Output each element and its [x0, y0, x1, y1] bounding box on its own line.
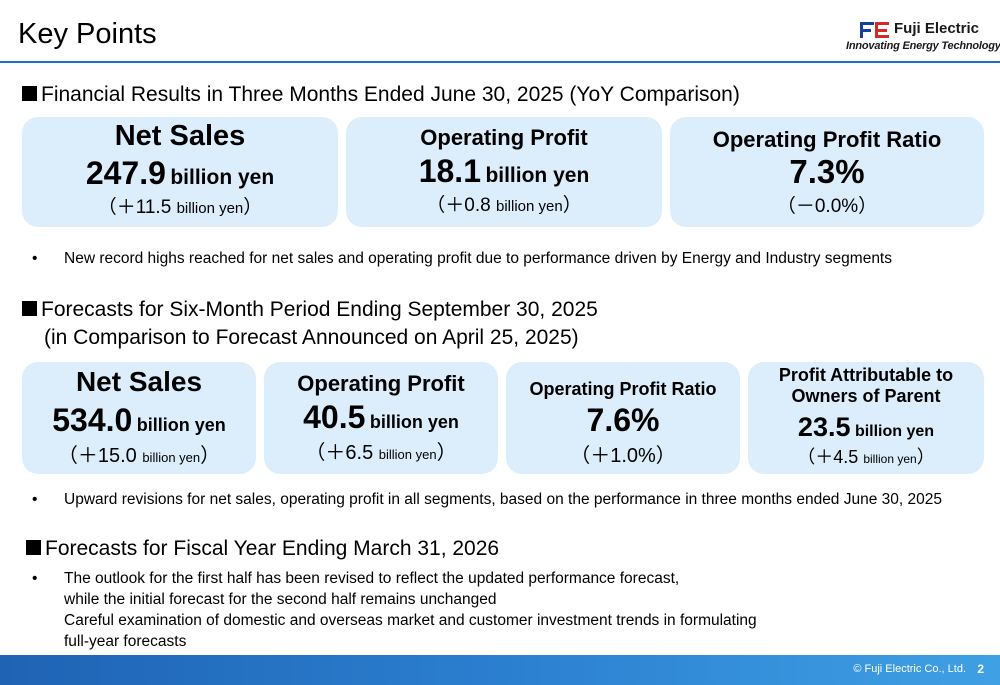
s2-net-sales-unit: billion yen [136, 415, 226, 435]
s1-net-sales-change-end: ） [243, 197, 263, 218]
s2-operating-profit-value: 40.5 billion yen [264, 399, 498, 436]
s3-bullet-line-3: Careful examination of domestic and over… [64, 612, 757, 629]
s3-bullet-line-1: The outlook for the first half has been … [64, 570, 680, 587]
bullet-dot-icon: • [32, 250, 38, 267]
s2-profit-owners-change-end: ） [916, 447, 935, 467]
s1-net-sales-box: Net Sales 247.9 billion yen （＋11.5 billi… [22, 117, 338, 227]
square-bullet-icon [26, 540, 41, 555]
s1-operating-profit-change-end: ） [562, 195, 582, 216]
square-bullet-icon [22, 86, 37, 101]
s1-operating-profit-change-unit: billion yen [495, 198, 563, 215]
company-logo: Fuji Electric Innovating Energy Technolo… [846, 18, 1000, 58]
s3-bullet-line-4: full-year forecasts [64, 633, 187, 650]
s2-net-sales-label: Net Sales [75, 366, 203, 397]
s2-operating-profit-number: 40.5 [303, 399, 366, 435]
s2-bullet-text: Upward revisions for net sales, operatin… [64, 491, 942, 508]
section2-subheading: (in Comparison to Forecast Announced on … [44, 326, 579, 349]
s1-operating-profit-label: Operating Profit [420, 125, 588, 150]
bullet-dot-icon: • [32, 491, 38, 508]
s2-net-sales-number: 534.0 [52, 402, 133, 438]
fuji-electric-logo-icon [860, 22, 889, 38]
s2-profit-owners-unit: billion yen [854, 423, 935, 440]
logo-tagline: Innovating Energy Technology [846, 40, 1000, 52]
s2-net-sales-value: 534.0 billion yen [22, 402, 256, 439]
s3-bullet-text: The outlook for the first half has been … [64, 568, 944, 652]
s2-net-sales-box: Net Sales 534.0 billion yen （＋15.0 billi… [22, 362, 256, 474]
s1-operating-profit-value: 18.1 billion yen [346, 153, 662, 190]
s2-op-ratio-change: （＋1.0%） [570, 445, 676, 467]
s2-operating-profit-change: （＋6.5 billion yen） [264, 436, 498, 465]
s2-op-ratio-box: Operating Profit Ratio 7.6% （＋1.0%） [506, 362, 740, 474]
s2-profit-owners-change: （＋4.5 billion yen） [748, 443, 984, 469]
page-title: Key Points [18, 18, 157, 50]
s1-net-sales-number: 247.9 [85, 155, 166, 191]
page-number: 2 [977, 662, 984, 676]
s2-net-sales-change: （＋15.0 billion yen） [22, 439, 256, 468]
s2-profit-owners-label: Profit Attributable to Owners of Parent [748, 365, 984, 407]
s1-net-sales-value: 247.9 billion yen [22, 155, 338, 192]
s2-operating-profit-unit: billion yen [369, 412, 459, 432]
s2-net-sales-change-unit: billion yen [142, 450, 201, 465]
s2-profit-owners-box: Profit Attributable to Owners of Parent … [748, 362, 984, 474]
logo-name: Fuji Electric [894, 20, 980, 37]
s1-op-ratio-box: Operating Profit Ratio 7.3% （－0.0%） [670, 117, 984, 227]
s2-operating-profit-box: Operating Profit 40.5 billion yen （＋6.5 … [264, 362, 498, 474]
s1-bullet-text: New record highs reached for net sales a… [64, 250, 892, 267]
title-divider [0, 61, 1000, 63]
s1-op-ratio-value: 7.3% [789, 153, 865, 190]
s2-profit-owners-label-line2: Owners of Parent [791, 386, 941, 406]
s1-operating-profit-change: （＋0.8 billion yen） [346, 190, 662, 217]
s1-net-sales-change-unit: billion yen [176, 200, 244, 217]
s1-net-sales-label: Net Sales [114, 120, 246, 152]
s1-operating-profit-change-num: （＋0.8 [426, 195, 496, 216]
s2-profit-owners-change-unit: billion yen [863, 452, 917, 466]
s2-profit-owners-label-line1: Profit Attributable to [778, 365, 954, 385]
s2-operating-profit-label: Operating Profit [297, 371, 465, 396]
s1-op-ratio-change: （－0.0%） [776, 196, 878, 217]
s3-bullet: • The outlook for the first half has bee… [32, 568, 972, 652]
s2-profit-owners-number: 23.5 [797, 412, 851, 442]
s2-net-sales-change-num: （＋15.0 [57, 445, 143, 467]
s2-profit-owners-value: 23.5 billion yen [748, 412, 984, 443]
section2-heading-text: Forecasts for Six-Month Period Ending Se… [41, 298, 598, 321]
section3-heading-text: Forecasts for Fiscal Year Ending March 3… [45, 537, 500, 560]
s2-net-sales-change-end: ） [200, 445, 221, 467]
s2-op-ratio-value: 7.6% [586, 402, 660, 438]
s1-net-sales-unit: billion yen [170, 166, 275, 189]
s1-operating-profit-number: 18.1 [418, 153, 481, 189]
footer-bar: © Fuji Electric Co., Ltd. 2 [0, 655, 1000, 685]
section3-heading: Forecasts for Fiscal Year Ending March 3… [26, 537, 499, 561]
s2-operating-profit-change-end: ） [436, 442, 457, 464]
s3-bullet-line-2: while the initial forecast for the secon… [64, 591, 497, 608]
s2-operating-profit-change-unit: billion yen [378, 447, 437, 462]
s1-operating-profit-unit: billion yen [485, 164, 590, 187]
s2-operating-profit-change-num: （＋6.5 [305, 442, 379, 464]
s2-op-ratio-label: Operating Profit Ratio [529, 379, 717, 399]
s1-op-ratio-label: Operating Profit Ratio [712, 127, 942, 152]
bullet-dot-icon: • [32, 570, 38, 587]
copyright: © Fuji Electric Co., Ltd. [853, 663, 966, 675]
s1-net-sales-change-num: （＋11.5 [97, 197, 177, 218]
section2-heading: Forecasts for Six-Month Period Ending Se… [22, 298, 598, 322]
s1-net-sales-change: （＋11.5 billion yen） [22, 192, 338, 219]
s2-profit-owners-change-num: （＋4.5 [797, 447, 864, 467]
square-bullet-icon [22, 301, 37, 316]
section1-heading-text: Financial Results in Three Months Ended … [41, 83, 740, 106]
section1-heading: Financial Results in Three Months Ended … [22, 83, 740, 107]
s1-operating-profit-box: Operating Profit 18.1 billion yen （＋0.8 … [346, 117, 662, 227]
